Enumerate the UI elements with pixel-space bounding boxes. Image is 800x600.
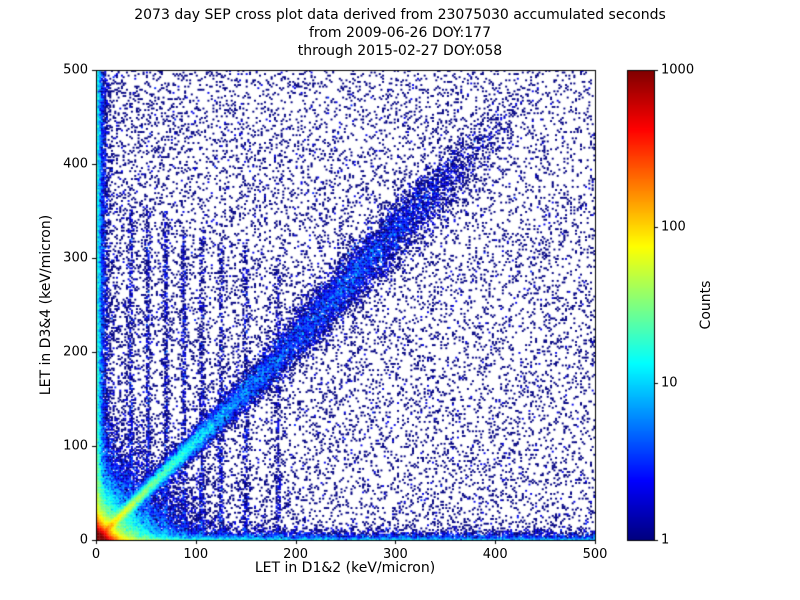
y-axis-label: LET in D3&4 (keV/micron) [38,214,54,396]
y-tick-label: 0 [79,532,88,548]
x-tick-label: 300 [382,547,408,562]
x-tick-label: 500 [582,547,608,562]
colorbar-tick-label: 10 [661,375,678,391]
chart-title-line-2: from 2009-06-26 DOY:177 [308,25,491,41]
x-tick-label: 200 [283,547,309,562]
y-tick-label: 300 [63,250,88,266]
colorbar-tick-label: 100 [661,219,686,235]
y-tick-label: 200 [63,344,88,360]
y-tick-label: 500 [63,62,88,78]
colorbar-tick-label: 1000 [661,62,695,78]
y-tick-label: 400 [63,156,88,172]
x-axis-label: LET in D1&2 (keV/micron) [254,560,436,576]
x-tick-label: 0 [91,547,101,562]
colorbar-tick-label: 1 [661,532,670,548]
chart-title-line-1: 2073 day SEP cross plot data derived fro… [134,7,666,23]
x-tick-label: 400 [482,547,508,562]
y-tick-label: 100 [63,438,88,454]
x-tick-label: 100 [183,547,209,562]
chart-title-line-3: through 2015-02-27 DOY:058 [297,43,503,59]
colorbar-label: Counts [698,280,714,330]
